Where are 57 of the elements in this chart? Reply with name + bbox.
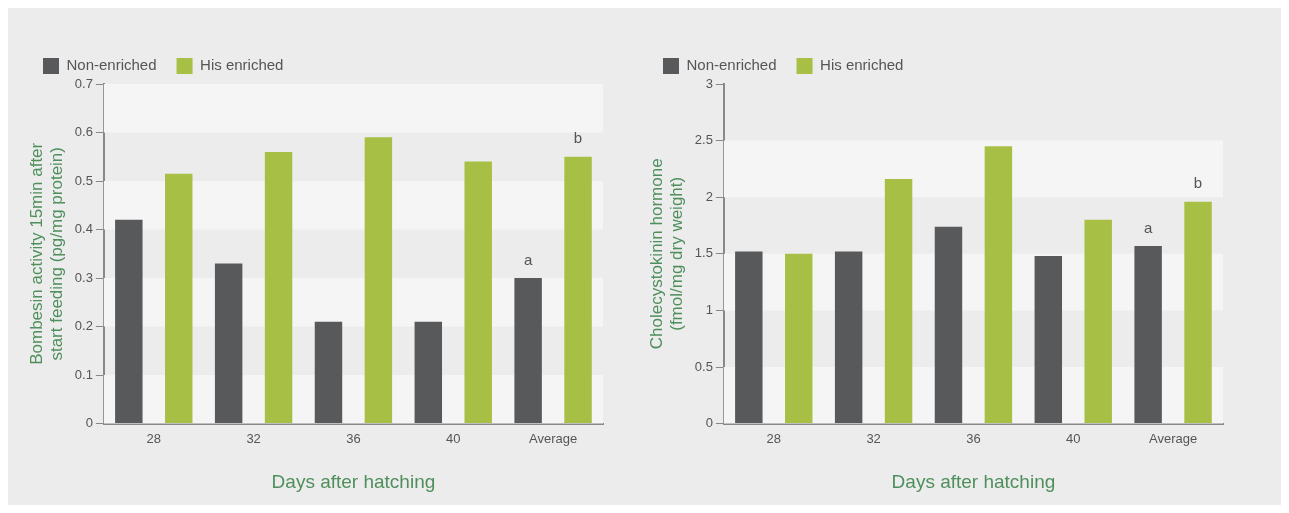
x-tick-label: 32 [866,430,881,446]
y-axis-title: Cholecystokinin hormone (fmol/mg dry weight) [646,158,687,350]
bar [115,219,143,424]
bar [735,251,763,424]
x-tick-label: 32 [246,430,261,446]
bar [464,161,492,424]
x-tick-label: 36 [966,430,981,446]
bar [314,321,343,424]
bar [1184,201,1212,424]
bar [834,251,863,424]
x-tick-label: 28 [146,430,162,446]
x-tick-label: 40 [446,430,461,446]
y-tick-label: 0.7 [74,75,93,91]
bar [984,146,1013,424]
annotation: a [1143,218,1153,236]
y-tick-label: 0.5 [74,172,93,188]
bar [1134,245,1162,424]
x-tick-label: 28 [766,430,782,446]
bar [414,321,443,424]
x-tick-label: Average [1148,430,1198,446]
y-tick-label: 0.5 [694,358,713,374]
y-tick-label: 0 [85,415,93,431]
bar [934,226,963,424]
legend-label: His enriched [200,56,284,74]
bar [1034,256,1063,424]
y-axis-title: Bombesin activity 15min after start feeding (pg/mg protein) [26,142,67,365]
y-tick-label: 2.5 [694,132,713,148]
legend-label: Non-enriched [686,56,777,74]
y-tick-label: 0.6 [74,124,93,140]
legend-label: Non-enriched [66,56,157,74]
bar [514,278,542,424]
y-tick-label: 2 [705,188,713,204]
bar [214,263,243,424]
x-axis-title: Days after hatching [891,470,1056,492]
bar [564,156,592,424]
bar [364,137,393,424]
annotation: b [1193,174,1203,192]
y-tick-label: 1.5 [694,245,713,261]
annotation: b [573,129,583,147]
y-tick-label: 3 [705,75,713,91]
bar [165,173,193,424]
y-tick-label: 0.2 [74,318,93,334]
x-tick-label: 40 [1066,430,1081,446]
x-axis-title: Days after hatching [271,470,436,492]
y-tick-label: 0 [705,415,713,431]
y-tick-label: 0.1 [74,366,93,382]
y-tick-label: 0.3 [74,269,93,285]
x-tick-label: Average [528,430,578,446]
x-tick-label: 36 [346,430,361,446]
bar [785,253,813,424]
bar [884,179,913,424]
y-tick-label: 1 [705,301,713,317]
annotation: a [523,250,533,268]
bar [1084,219,1112,424]
legend-label: His enriched [820,56,904,74]
bar [264,151,293,424]
y-tick-label: 0.4 [74,221,93,237]
